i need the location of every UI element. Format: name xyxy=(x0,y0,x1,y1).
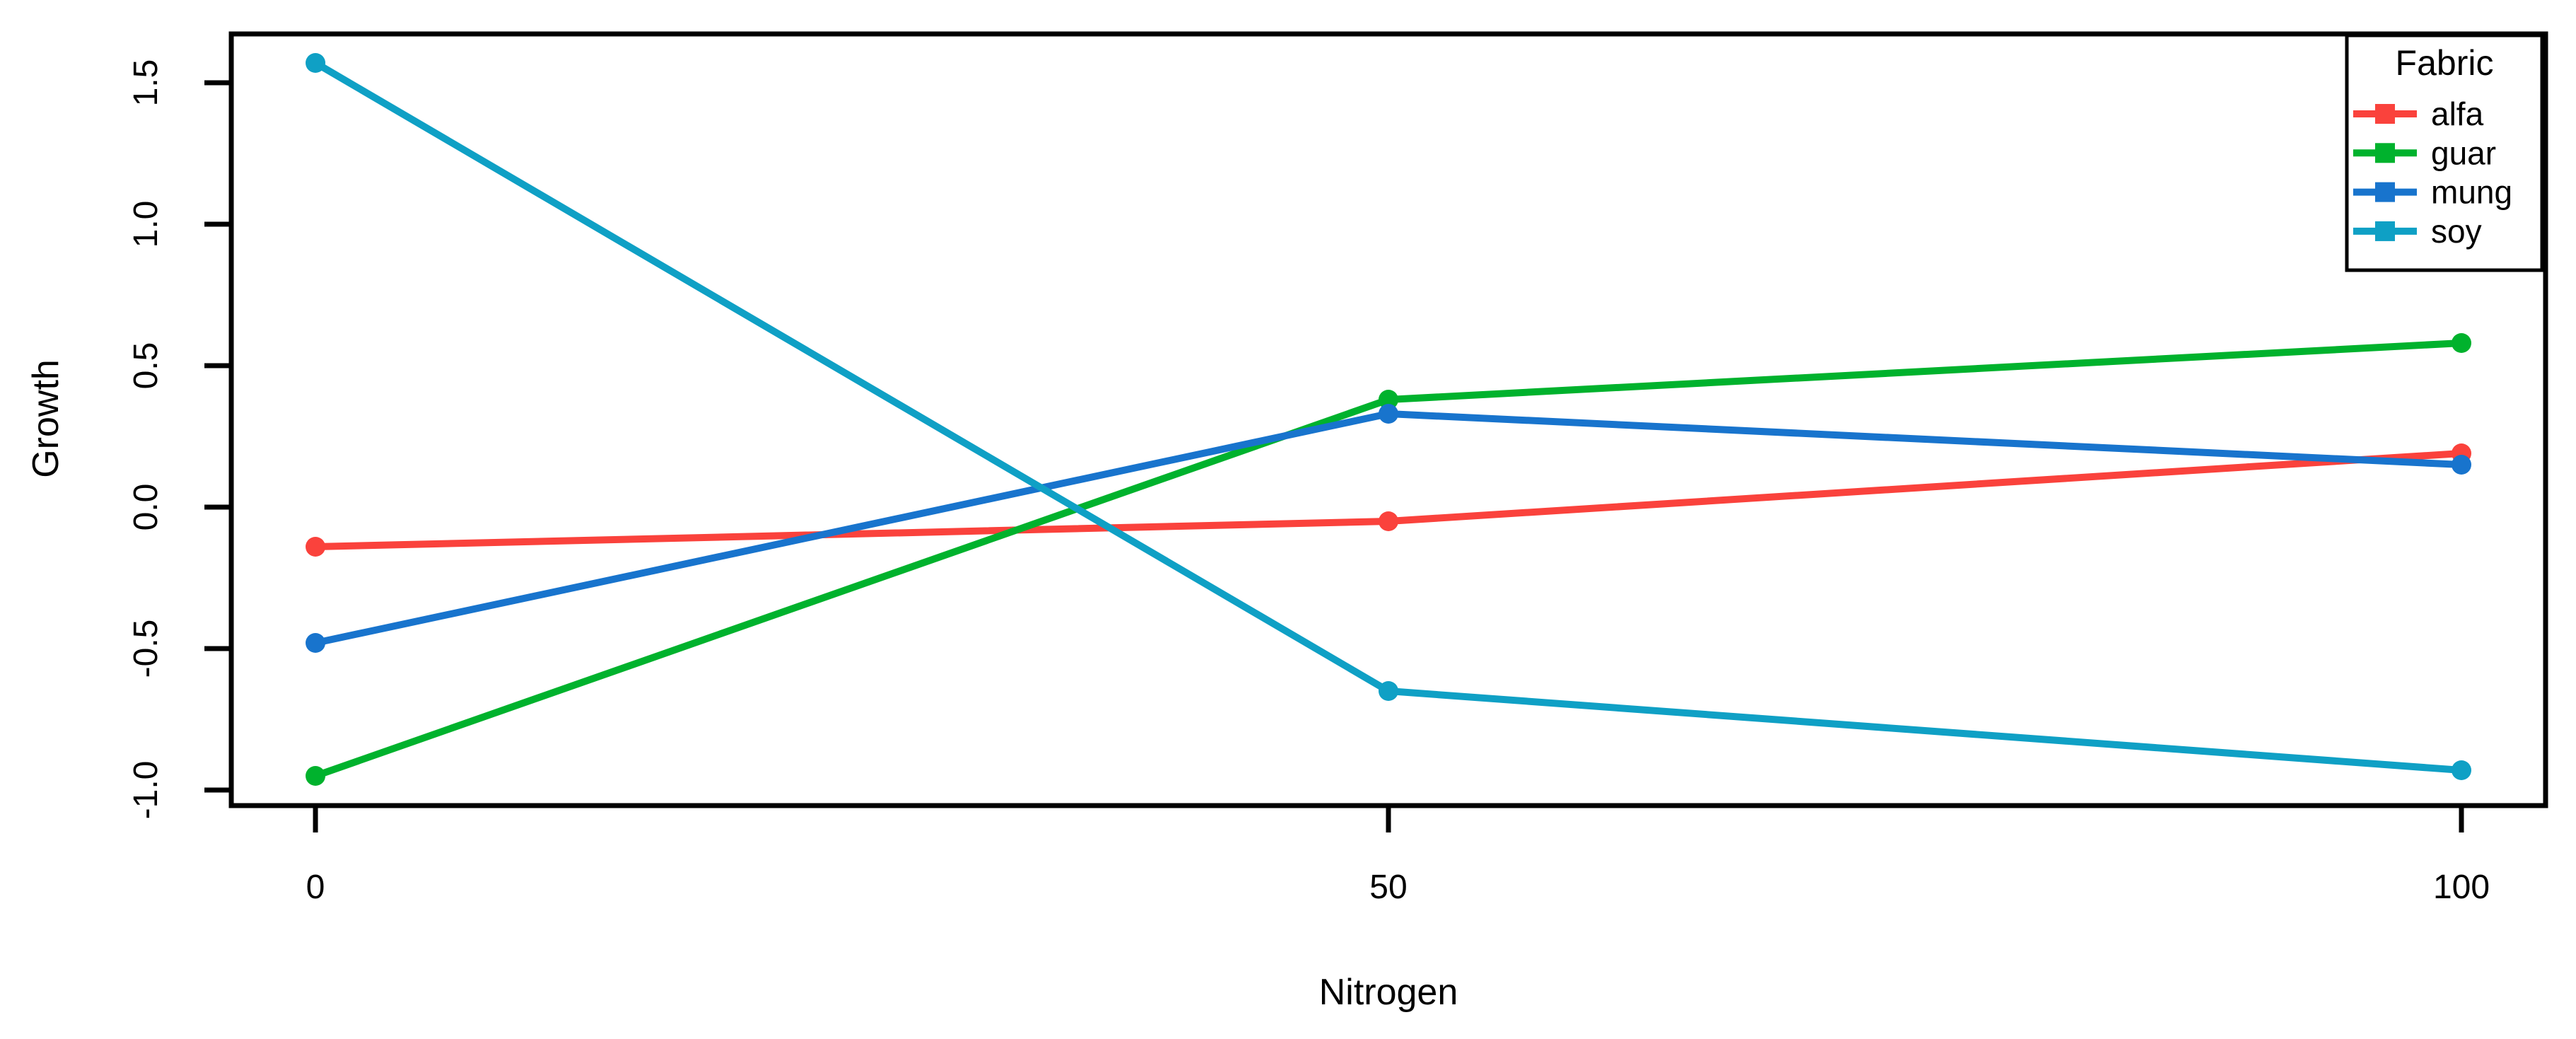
y-tick-label: 0.0 xyxy=(127,484,165,531)
y-tick-label: -1.0 xyxy=(127,761,165,820)
legend-entry-marker xyxy=(2375,182,2395,202)
x-tick-label: 0 xyxy=(306,869,325,906)
series-guar-point xyxy=(1379,390,1398,410)
legend-entry-mung: mung xyxy=(2353,174,2512,211)
legend-entry-label: mung xyxy=(2431,174,2512,211)
legend-title: Fabric xyxy=(2396,43,2494,83)
y-tick-label: 1.0 xyxy=(127,201,165,248)
legend-entry-marker xyxy=(2375,143,2395,163)
x-tick-label: 100 xyxy=(2433,869,2490,906)
legend-entry-marker xyxy=(2375,221,2395,241)
legend-entry-marker xyxy=(2375,104,2395,124)
x-tick-label: 50 xyxy=(1369,869,1407,906)
x-axis: 0 50 100 xyxy=(306,806,2490,906)
y-axis-title: Growth xyxy=(25,359,66,478)
series-soy xyxy=(306,53,2471,780)
series-guar xyxy=(306,333,2471,786)
legend-entry-label: alfa xyxy=(2431,95,2484,132)
y-axis: 1.5 1.0 0.5 0.0 -0.5 -1.0 xyxy=(127,59,231,820)
legend-entry-guar: guar xyxy=(2353,134,2496,171)
legend-entry-alfa: alfa xyxy=(2353,95,2484,132)
series-soy-point xyxy=(2452,760,2471,780)
series-soy-point xyxy=(1379,681,1398,701)
series-mung-point xyxy=(1379,404,1398,424)
data-series xyxy=(306,53,2471,786)
y-tick-label: 0.5 xyxy=(127,342,165,390)
series-alfa-line xyxy=(315,450,2462,550)
series-alfa-point xyxy=(306,537,325,557)
legend-entry-label: soy xyxy=(2431,213,2482,250)
y-tick-label: 1.5 xyxy=(127,59,165,107)
series-soy-point xyxy=(306,53,325,73)
y-tick-label: -0.5 xyxy=(127,620,165,678)
series-alfa-point xyxy=(1379,511,1398,531)
series-guar-point xyxy=(2452,333,2471,353)
series-alfa xyxy=(306,443,2471,557)
x-axis-title: Nitrogen xyxy=(1319,972,1458,1013)
legend-entry-label: guar xyxy=(2431,134,2496,171)
series-mung-point xyxy=(2452,455,2471,475)
series-mung-point xyxy=(306,633,325,653)
series-mung xyxy=(306,404,2471,653)
series-guar-point xyxy=(306,766,325,786)
legend-entry-soy: soy xyxy=(2353,213,2482,250)
